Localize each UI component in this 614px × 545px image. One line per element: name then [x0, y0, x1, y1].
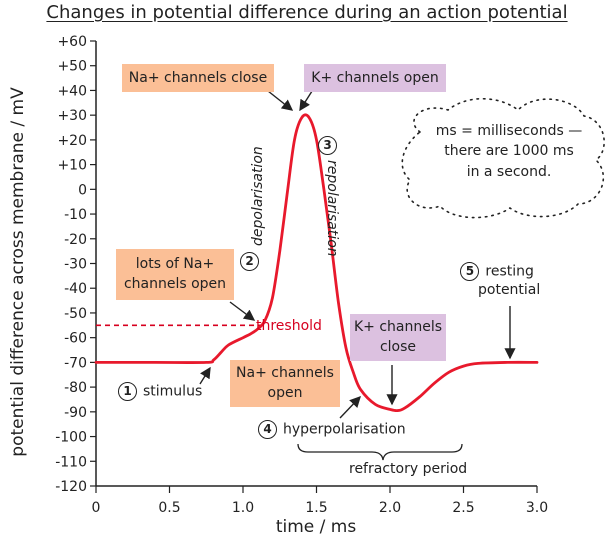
y-axis-label: potential difference across membrane / m…: [8, 87, 28, 457]
cloud-line3: in a second.: [466, 163, 552, 180]
repolarisation-label: repolarisation: [324, 160, 340, 257]
refractory-brace: [297, 443, 463, 461]
threshold-label: threshold: [256, 318, 322, 334]
x-tick-label: 0.5: [158, 500, 180, 516]
y-tick-label: +10: [57, 158, 87, 174]
depolarisation-label: depolarisation: [250, 146, 266, 246]
resting-line1: 5 resting: [454, 262, 540, 281]
x-tick-label: 3.0: [526, 500, 548, 516]
arrow-stimulus: [199, 366, 211, 385]
y-tick-label: -20: [64, 232, 87, 248]
k-channels-open-box: K+ channels open: [304, 64, 446, 92]
membrane-potential-line: [94, 113, 539, 413]
y-tick-label: -50: [64, 306, 87, 322]
k-channels-open-label: K+ channels open: [311, 70, 439, 86]
k-channels-close-line1: K+ channels: [353, 319, 443, 335]
annotation-arrows: [199, 87, 605, 461]
x-tick-label: 2.0: [379, 500, 401, 516]
y-tick-label: -40: [64, 281, 87, 297]
y-tick-label: -90: [64, 405, 87, 421]
na-channels-open-line2: open: [267, 385, 303, 402]
lots-of-na-line2: channels open: [123, 276, 227, 293]
y-tick-label: -10: [64, 207, 87, 223]
lots-of-na-box: lots of Na+ channels open: [116, 249, 234, 300]
y-tick-label: +60: [57, 34, 87, 50]
na-channels-close-box: Na+ channels close: [122, 64, 274, 92]
cloud-line1: ms = milliseconds —: [435, 123, 583, 139]
x-tick-label: 0: [92, 500, 101, 516]
step-3-badge: 3: [318, 136, 337, 155]
cloud-line2: there are 1000 ms: [444, 143, 574, 160]
x-axis-label: time / ms: [275, 517, 357, 537]
lots-of-na-line1: lots of Na+: [135, 256, 215, 272]
y-tick-label: -30: [64, 257, 87, 273]
curve-layer: [94, 113, 539, 413]
y-tick-label: -100: [55, 430, 87, 446]
y-tick-label: +40: [57, 83, 87, 99]
y-tick-label: -80: [64, 380, 87, 396]
y-tick-label: -70: [64, 355, 87, 371]
step-3-note: 3: [318, 136, 343, 155]
arrow-lots-na: [229, 301, 256, 321]
step-1-badge: 1: [118, 382, 137, 401]
step-5-badge: 5: [460, 262, 480, 281]
na-channels-close-label: Na+ channels close: [128, 70, 268, 86]
x-tick-label: 2.5: [452, 500, 474, 516]
k-channels-close-line2: close: [379, 339, 417, 356]
arrow-na-close: [267, 90, 294, 111]
y-tick-label: +20: [57, 133, 87, 149]
na-channels-open-box: Na+ channels open: [230, 360, 340, 407]
stimulus-note: 1 stimulus: [118, 382, 202, 401]
x-tick-label: 1.0: [232, 500, 254, 516]
step-2-badge: 2: [240, 252, 259, 271]
cloud-outline: [401, 98, 605, 219]
hyperpolarisation-note: 4 hyperpolarisation: [258, 420, 406, 439]
y-tick-label: -120: [55, 479, 87, 495]
step-2-note: 2: [240, 252, 265, 271]
arrow-hyperpolarisation: [339, 395, 361, 419]
y-tick-label: -110: [55, 454, 87, 470]
step-4-badge: 4: [258, 420, 277, 439]
x-tick-label: 1.5: [305, 500, 327, 516]
chart-axes: +60 +50 +40 +30 +20 +10 0 -10 -20 -30 -40 -50 -60 -70…: [55, 34, 548, 516]
milliseconds-note: ms = milliseconds — there are 1000 ms in…: [424, 121, 594, 182]
hyperpolarisation-label: hyperpolarisation: [283, 421, 406, 438]
resting-line2: potential: [478, 282, 541, 299]
y-tick-label: +30: [57, 108, 87, 124]
chart-title: Changes in potential difference during a…: [46, 2, 568, 23]
y-tick-label: 0: [78, 182, 87, 198]
y-tick-label: +50: [57, 59, 87, 75]
resting-label: resting: [485, 263, 534, 280]
resting-note: 5 resting potential: [454, 262, 540, 300]
na-channels-open-line1: Na+ channels: [236, 365, 334, 381]
refractory-period-label: refractory period: [349, 461, 468, 477]
stimulus-label: stimulus: [143, 383, 203, 400]
k-channels-close-box: K+ channels close: [350, 314, 446, 361]
y-tick-label: -60: [64, 331, 87, 347]
